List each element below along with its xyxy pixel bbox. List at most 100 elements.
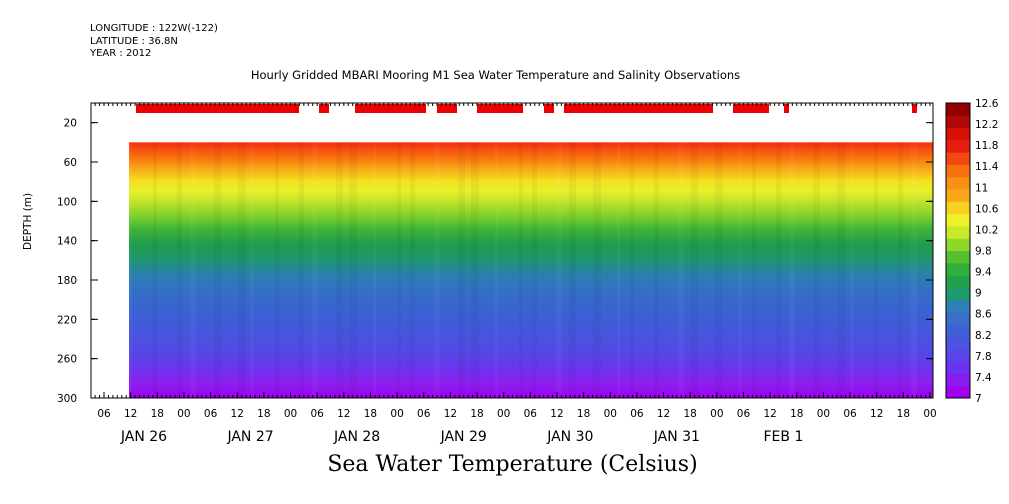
x-tick-label: 06 [417, 408, 431, 420]
field-variation-band [898, 142, 903, 398]
x-tick-label: 18 [470, 408, 483, 420]
x-tick-label: 12 [550, 408, 563, 420]
colorbar-tick-label: 7.4 [975, 372, 992, 384]
x-tick-label: 06 [630, 408, 644, 420]
x-day-label: JAN 26 [120, 429, 167, 445]
latitude-label: LATITUDE : 36.8N [90, 35, 178, 47]
colorbar-segment [946, 373, 970, 387]
x-tick-label: 00 [710, 408, 723, 420]
x-tick-label: 06 [204, 408, 218, 420]
x-tick-label: 12 [657, 408, 670, 420]
colorbar-tick-label: 10.2 [975, 224, 998, 236]
surface-marker [912, 104, 917, 113]
field-variation-band [336, 142, 343, 398]
surface-marker [477, 104, 523, 113]
x-tick-label: 00 [604, 408, 617, 420]
field-variation-band [373, 142, 376, 398]
colorbar-tick-label: 12.2 [975, 119, 998, 131]
field-variation-band [752, 142, 756, 398]
colorbar-tick-label: 9.8 [975, 246, 992, 258]
colorbar-segment [946, 361, 970, 374]
field-variation-band [410, 142, 415, 398]
field-variation-band [617, 142, 620, 398]
x-day-label: JAN 29 [440, 429, 487, 445]
chart-title: Hourly Gridded MBARI Mooring M1 Sea Wate… [0, 68, 1009, 82]
field-variation-band [312, 142, 318, 398]
field-variation-band [789, 142, 795, 398]
surface-marker [437, 104, 457, 113]
x-day-label: JAN 31 [653, 429, 700, 445]
x-tick-label: 00 [497, 408, 510, 420]
x-tick-label: 18 [684, 408, 697, 420]
x-axis-title: Sea Water Temperature (Celsius) [0, 452, 1009, 477]
surface-observation-markers [136, 104, 917, 113]
colorbar-segment [946, 262, 970, 276]
y-tick-label: 20 [64, 118, 77, 130]
colorbar-tick-label: 8.6 [975, 309, 992, 321]
field-variation-band [569, 142, 576, 398]
x-tick-label: 18 [897, 408, 910, 420]
x-axis-title-text: Sea Water Temperature (Celsius) [327, 452, 698, 477]
colorbar-segment [946, 213, 970, 227]
colorbar-tick-label: 11.8 [975, 140, 998, 152]
x-day-label: JAN 28 [333, 429, 380, 445]
colorbar-tick-label: 11.4 [975, 161, 999, 173]
field-variation-band [813, 142, 820, 398]
colorbar-segment [946, 385, 970, 399]
colorbar-segment [946, 311, 970, 325]
x-tick-label: 00 [177, 408, 190, 420]
x-tick-label: 18 [364, 408, 377, 420]
x-tick-label: 12 [870, 408, 883, 420]
y-tick-label: 140 [57, 236, 77, 248]
field-variation-band [214, 142, 221, 398]
y-axis: 20 60 100 140 180 220 260 300 [57, 102, 933, 405]
field-variation-band [776, 142, 781, 398]
temperature-field-fill [129, 142, 933, 398]
y-tick-label: 300 [57, 393, 77, 405]
field-variation-band [715, 142, 723, 398]
x-tick-label: 18 [151, 408, 164, 420]
y-tick-label: 180 [57, 275, 77, 287]
x-tick-label: 18 [577, 408, 590, 420]
x-tick-label: 06 [737, 408, 751, 420]
x-day-label: JAN 30 [546, 429, 593, 445]
field-variation-band [837, 142, 845, 398]
field-variation-band [556, 142, 562, 398]
x-day-label: JAN 27 [226, 429, 273, 445]
x-axis: 06 12 18 00 06 12 18 00 06 12 18 00 06 12 18 00 06 12 18 00… [94, 103, 937, 445]
y-tick-label: 220 [57, 314, 77, 326]
surface-marker [733, 104, 769, 113]
field-variation-band [458, 142, 465, 398]
colorbar-segment [946, 275, 970, 288]
x-tick-label: 06 [843, 408, 857, 420]
field-variation-band [349, 142, 357, 398]
colorbar-tick-label: 9.4 [975, 267, 992, 279]
field-variation-band [532, 142, 537, 398]
colorbar-segment [946, 348, 970, 362]
x-tick-label: 06 [524, 408, 538, 420]
field-variation-band [495, 142, 498, 398]
field-variation-band [434, 142, 440, 398]
colorbar-segment [946, 152, 970, 165]
x-tick-label: 00 [923, 408, 936, 420]
year-label: YEAR : 2012 [90, 48, 152, 59]
field-variation-band [911, 142, 917, 398]
chart-title-text: Hourly Gridded MBARI Mooring M1 Sea Wate… [250, 68, 741, 82]
colorbar-tick-label: 10.6 [975, 203, 999, 215]
field-variation-band [275, 142, 279, 398]
x-tick-label: 12 [124, 408, 137, 420]
colorbar-segment [946, 201, 970, 215]
surface-marker [136, 104, 299, 113]
colorbar-segment [946, 127, 970, 141]
colorbar-tick-label: 9 [975, 288, 982, 300]
colorbar-segment [946, 176, 970, 190]
field-variation-band [850, 142, 853, 398]
field-variation-band [177, 142, 182, 398]
colorbar-segment [946, 139, 970, 153]
field-variation-band [630, 142, 634, 398]
colorbar-segment [946, 336, 970, 350]
colorbar-segment [946, 225, 970, 239]
field-variation-band [238, 142, 246, 398]
field-variation-band [153, 142, 157, 398]
